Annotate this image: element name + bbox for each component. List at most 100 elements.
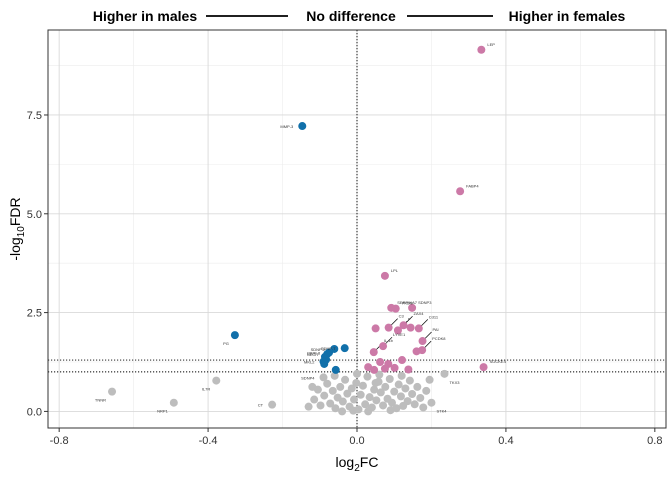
point-none xyxy=(364,407,373,416)
point-none xyxy=(304,402,313,411)
y-tick-label: 2.5 xyxy=(27,308,42,320)
point-females xyxy=(370,365,379,374)
point-none xyxy=(212,376,221,385)
gene-label: STK4 xyxy=(436,409,447,414)
y-axis-title: -log10FDR xyxy=(7,197,27,260)
point-none xyxy=(422,386,431,395)
gene-label: PKDC xyxy=(402,301,413,306)
header-right-text: Higher in females xyxy=(509,8,626,24)
gene-label: TNNR xyxy=(95,398,106,403)
point-none xyxy=(371,378,380,387)
gene-label: LPL xyxy=(391,268,399,273)
point-none xyxy=(440,369,449,378)
point-none xyxy=(336,382,345,391)
point-none xyxy=(338,397,347,406)
gene-label: NRP1 xyxy=(157,409,168,414)
point-females xyxy=(418,337,427,346)
point-females xyxy=(414,324,423,333)
point-none xyxy=(338,407,347,416)
gene-label: LYVE1 xyxy=(393,332,406,337)
point-none xyxy=(413,382,422,391)
point-none xyxy=(331,404,340,413)
point-none xyxy=(394,380,403,389)
y-tick-label: 0.0 xyxy=(27,406,42,418)
point-none xyxy=(381,382,390,391)
point-none xyxy=(347,384,356,393)
point-females xyxy=(376,357,385,366)
gene-label: PG xyxy=(223,341,229,346)
gene-label: Cd11 xyxy=(429,314,439,319)
gene-label: MMP-8 xyxy=(307,351,321,356)
gene-label: SDNP4 xyxy=(301,375,315,380)
point-females xyxy=(380,271,389,280)
header: Higher in males No difference Higher in … xyxy=(93,8,626,24)
gene-label: MKL2 xyxy=(304,360,315,365)
point-none xyxy=(396,392,405,401)
point-none xyxy=(416,393,425,402)
point-females xyxy=(364,363,373,372)
point-none xyxy=(408,390,417,399)
point-females xyxy=(399,321,408,330)
point-none xyxy=(379,401,388,410)
point-none xyxy=(350,395,359,404)
gene-label: NECR xyxy=(307,352,318,357)
point-females xyxy=(393,326,402,335)
point-none xyxy=(352,378,361,387)
y-tick-label: 7.5 xyxy=(27,110,42,122)
x-tick-label: 0.4 xyxy=(498,435,513,447)
gene-label: ZAX4 xyxy=(414,311,425,316)
point-females xyxy=(477,45,486,54)
point-none xyxy=(358,381,367,390)
x-tick-label: 0.0 xyxy=(349,435,364,447)
point-none xyxy=(108,387,117,396)
header-center-text: No difference xyxy=(306,8,396,24)
gene-label: PCDK8 xyxy=(432,336,446,341)
gene-label: SERPINA7 xyxy=(397,300,418,305)
point-males xyxy=(340,344,349,353)
point-none xyxy=(320,391,329,400)
point-none xyxy=(365,393,374,402)
point-females xyxy=(479,363,488,372)
header-left-text: Higher in males xyxy=(93,8,197,24)
x-axis-title: log2FC xyxy=(336,454,379,474)
gene-label: SOCKE4 xyxy=(490,359,507,364)
point-none xyxy=(372,396,381,405)
data-points xyxy=(108,45,488,416)
point-none xyxy=(427,398,436,407)
gene-label: SDNP3 xyxy=(418,300,432,305)
point-males xyxy=(320,359,329,368)
point-none xyxy=(386,406,395,415)
point-none xyxy=(330,371,339,380)
point-none xyxy=(385,374,394,383)
point-none xyxy=(397,371,406,380)
y-tick-label: 5.0 xyxy=(27,209,42,221)
point-females xyxy=(456,187,465,196)
gene-label: FABP4 xyxy=(466,183,479,188)
point-none xyxy=(323,379,332,388)
point-none xyxy=(326,399,335,408)
point-none xyxy=(328,386,337,395)
gene-label: LEP xyxy=(487,42,495,47)
point-none xyxy=(425,375,434,384)
y-axis-ticks: 0.0 2.5 5.0 7.5 xyxy=(27,110,48,418)
point-none xyxy=(316,401,325,410)
point-males xyxy=(230,331,239,340)
point-none xyxy=(361,400,370,409)
point-females xyxy=(384,323,393,332)
x-tick-label: -0.4 xyxy=(199,435,218,447)
x-tick-label: 0.8 xyxy=(647,435,662,447)
point-females xyxy=(418,346,427,355)
gene-labels: TNNR NRP1 IL7R CT SDNP4 TKX3 STK4 LEP FABP4 LPL SE… xyxy=(95,42,507,414)
point-males xyxy=(331,365,340,374)
gene-label: PAI xyxy=(433,327,439,332)
point-none xyxy=(387,398,396,407)
point-females xyxy=(391,304,400,313)
gene-label: IL-1b xyxy=(384,338,394,343)
point-females xyxy=(380,364,389,373)
point-none xyxy=(419,403,428,412)
x-axis-ticks: -0.8 -0.4 0.0 0.4 0.8 xyxy=(50,428,662,447)
point-none xyxy=(310,395,319,404)
gene-label: C3 xyxy=(399,314,405,319)
point-none xyxy=(370,385,379,394)
